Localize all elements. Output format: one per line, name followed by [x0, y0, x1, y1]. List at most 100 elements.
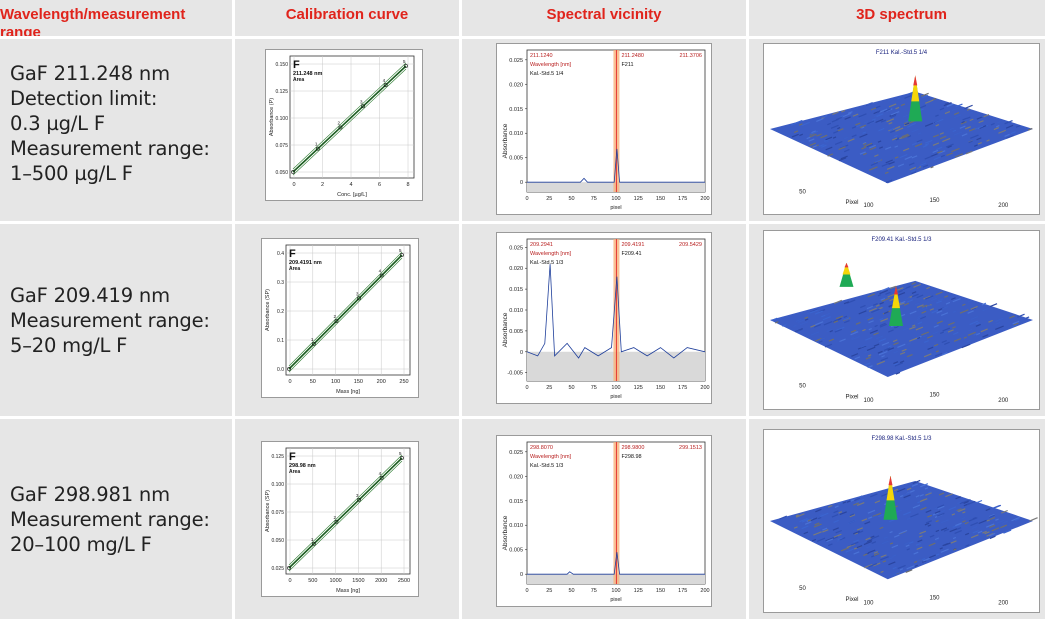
s3d-texture — [920, 506, 927, 511]
s3d-texture — [833, 299, 843, 304]
s3d-texture — [911, 155, 918, 159]
s3d-texture — [837, 126, 841, 130]
s3d-texture — [935, 291, 943, 296]
spectral-ytick: 0.015 — [509, 287, 523, 293]
s3d-texture — [902, 285, 911, 291]
row-2-3d: F209.41 Kal.-Std.5 1/3 50 100 150 200 Pixel — [749, 224, 1045, 416]
s3d-texture — [917, 314, 925, 319]
spectral-wl-right: 209.5429 — [679, 242, 702, 248]
s3d-peak-mid — [892, 286, 900, 309]
s3d-texture — [929, 308, 934, 311]
s3d-texture — [924, 143, 930, 146]
s3d-texture — [972, 530, 979, 534]
s3d-texture — [952, 129, 957, 133]
s3d-texture — [840, 547, 850, 552]
s3d-texture — [940, 312, 949, 317]
s3d-texture — [974, 125, 983, 130]
s3d-texture — [930, 153, 938, 157]
s3d-texture — [915, 495, 920, 498]
spectral-xtick: 75 — [591, 588, 597, 594]
calib-point-label: 5 — [399, 451, 402, 456]
s3d-texture — [944, 102, 949, 105]
s3d-texture — [916, 139, 923, 143]
s3d-texture — [936, 512, 945, 517]
s3d-texture — [810, 130, 819, 135]
s3d-axis-label: Pixel — [845, 597, 858, 603]
s3d-tick: 50 — [799, 190, 806, 196]
s3d-texture — [910, 171, 917, 175]
calib-point — [357, 497, 361, 502]
s3d-texture — [879, 322, 886, 327]
s3d-texture — [851, 125, 857, 129]
s3d-texture — [1014, 518, 1020, 521]
s3d-texture — [811, 538, 817, 542]
s3d-texture — [864, 563, 873, 569]
s3d-texture — [935, 529, 940, 533]
s3d-texture — [795, 514, 799, 517]
s3d-texture — [889, 530, 893, 534]
s3d-texture — [978, 519, 987, 525]
spectral-sample: Kal.-Std.5 1/3 — [530, 463, 563, 469]
s3d-texture — [920, 315, 927, 320]
spectral-xtick: 150 — [656, 385, 665, 391]
spectral-xlabel: pixel — [610, 597, 621, 603]
s3d-texture — [875, 118, 884, 123]
s3d-texture — [975, 332, 981, 336]
s3d-tick: 200 — [998, 601, 1009, 607]
spectral-xtick: 175 — [678, 588, 687, 594]
calib-point-label: 5 — [403, 59, 406, 64]
s3d-texture — [896, 127, 901, 130]
s3d-texture — [807, 519, 812, 522]
s3d-texture — [868, 549, 876, 554]
s3d-texture — [926, 335, 933, 339]
s3d-texture — [847, 138, 855, 143]
s3d-texture — [813, 531, 822, 536]
s3d-texture — [811, 130, 817, 134]
s3d-texture — [864, 521, 871, 525]
s3d-texture — [919, 535, 923, 538]
s3d-texture — [935, 114, 939, 117]
s3d-texture — [867, 509, 876, 514]
s3d-texture — [866, 143, 874, 148]
row-2-label: GaF 209.419 nm Measurement range: 5–20 m… — [0, 224, 232, 416]
s3d-texture — [862, 328, 866, 332]
s3d-texture — [863, 553, 868, 557]
s3d-texture — [871, 108, 876, 112]
s3d-texture — [878, 338, 886, 343]
s3d-texture — [832, 536, 839, 540]
s3d-texture — [889, 349, 893, 352]
calib-ytick: 0.100 — [271, 482, 284, 488]
s3d-texture — [883, 348, 889, 351]
s3d-texture — [808, 138, 815, 142]
spectral-wl-right: 211.3706 — [679, 53, 702, 59]
calib-xtick: 150 — [354, 379, 363, 385]
s3d-texture — [978, 120, 984, 124]
s3d-texture — [885, 179, 893, 184]
spectral-xtick: 125 — [634, 588, 643, 594]
s3d-texture — [868, 516, 873, 519]
s3d-texture — [907, 135, 912, 138]
s3d-texture — [898, 529, 908, 535]
s3d-texture — [937, 150, 943, 154]
spectral-ytick: 0.025 — [509, 58, 523, 64]
calib-point — [404, 64, 408, 68]
s3d-texture — [863, 293, 870, 298]
s3d-texture — [927, 346, 934, 350]
calib-ylabel: Absorbance (P) — [269, 98, 275, 136]
s3d-texture — [1004, 119, 1013, 125]
s3d-texture — [925, 492, 932, 496]
s3d-texture — [911, 324, 916, 327]
calib-ytick: 0.075 — [275, 143, 288, 149]
s3d-texture — [935, 538, 940, 542]
calib-point-label: 1 — [311, 337, 314, 342]
s3d-texture — [880, 287, 890, 292]
s3d-texture — [844, 149, 850, 153]
s3d-texture — [904, 297, 911, 301]
s3d-texture — [940, 519, 950, 524]
s3d-axis-label: Pixel — [845, 394, 858, 400]
s3d-texture — [921, 304, 928, 308]
s3d-texture — [937, 505, 945, 510]
s3d-texture — [797, 319, 805, 324]
row-3-label: GaF 298.981 nm Measurement range: 20–100… — [0, 419, 232, 619]
s3d-texture — [833, 130, 839, 134]
